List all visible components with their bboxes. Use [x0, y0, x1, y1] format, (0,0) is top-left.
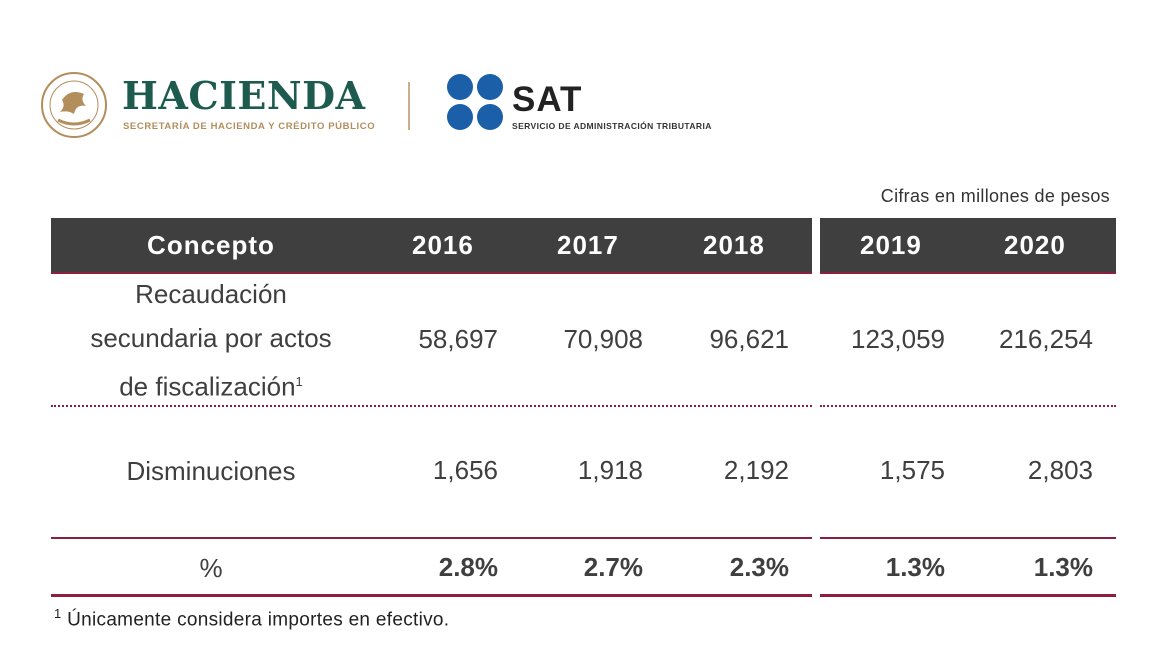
table-header-bar-secondary	[820, 218, 1116, 274]
table-cell: 1,656	[432, 455, 498, 485]
table-header-bar-main	[51, 218, 812, 274]
row-label-line: de fiscalización1	[119, 371, 303, 402]
table-cell: 123,059	[851, 324, 945, 354]
column-header-concepto: Concepto	[147, 230, 275, 260]
row-separator	[51, 405, 812, 407]
row-separator	[51, 537, 812, 539]
logo-divider	[408, 82, 410, 130]
table-cell: 2.7%	[583, 552, 643, 582]
footnote-text: Únicamente considera importes en efectiv…	[61, 609, 450, 631]
table-bottom-border	[820, 594, 1116, 597]
hacienda-subtitle: SECRETARÍA DE HACIENDA Y CRÉDITO PÚBLICO	[123, 121, 376, 132]
row-label-disminuciones: Disminuciones	[126, 456, 296, 486]
header-underline	[51, 272, 812, 274]
table-cell: 1.3%	[885, 552, 945, 582]
sat-subtitle: SERVICIO DE ADMINISTRACIÓN TRIBUTARIA	[512, 121, 712, 131]
table-bottom-border	[51, 594, 812, 597]
table-cell: 58,697	[418, 324, 498, 354]
column-header-2016: 2016	[412, 230, 474, 260]
footnote-marker: 1	[54, 606, 62, 621]
row-label-percent: %	[199, 553, 223, 583]
table-cell: 96,621	[709, 324, 789, 354]
row-label-recaudacion: Recaudación secundaria por actos de fisc…	[51, 272, 371, 409]
column-header-2018: 2018	[703, 230, 765, 260]
mexico-seal-logo	[40, 70, 108, 140]
table-cell: 1,575	[879, 455, 945, 485]
table-cell: 2.8%	[438, 552, 498, 582]
table-cell: 2.3%	[729, 552, 789, 582]
header-underline	[820, 272, 1116, 274]
column-header-2017: 2017	[557, 230, 619, 260]
table-cell: 1.3%	[1033, 552, 1093, 582]
row-label-line: secundaria por actos	[90, 323, 332, 353]
column-header-2019: 2019	[860, 230, 922, 260]
table-cell: 70,908	[563, 324, 643, 354]
column-header-2020: 2020	[1004, 230, 1066, 260]
table-cell: 216,254	[999, 324, 1093, 354]
table-cell: 2,803	[1027, 455, 1093, 485]
units-note: Cifras en millones de pesos	[880, 186, 1110, 206]
row-label-line: Recaudación	[135, 279, 287, 309]
footnote-marker: 1	[295, 374, 303, 389]
sat-title: SAT	[512, 80, 583, 119]
row-separator	[820, 537, 1116, 539]
footnote: 1 Únicamente considera importes en efect…	[54, 606, 449, 631]
row-separator	[820, 405, 1116, 407]
table-cell: 1,918	[577, 455, 643, 485]
table-cell: 2,192	[723, 455, 789, 485]
hacienda-title: HACIENDA	[122, 73, 366, 118]
sat-dots-logo	[446, 73, 504, 131]
